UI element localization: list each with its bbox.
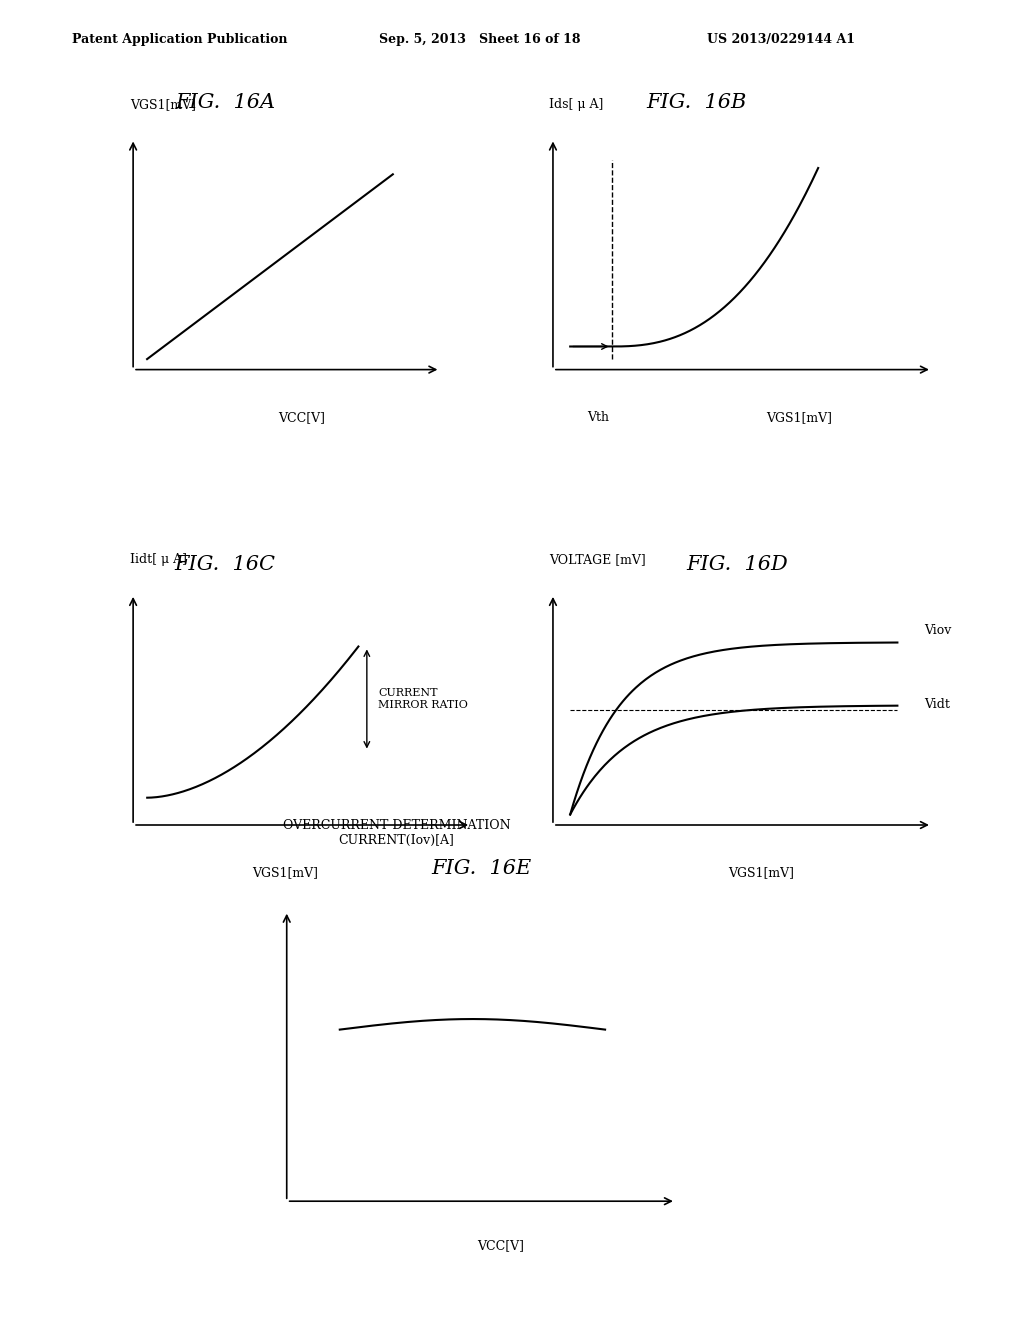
Text: Patent Application Publication: Patent Application Publication (72, 33, 287, 46)
Text: VGS1[mV]: VGS1[mV] (766, 412, 833, 424)
Text: FIG.  16C: FIG. 16C (175, 556, 275, 574)
Text: Ids[ μ A]: Ids[ μ A] (549, 98, 603, 111)
Text: CURRENT
MIRROR RATIO: CURRENT MIRROR RATIO (378, 688, 468, 710)
Text: OVERCURRENT DETERMINATION
CURRENT(Iov)[A]: OVERCURRENT DETERMINATION CURRENT(Iov)[A… (283, 818, 510, 847)
Text: FIG.  16B: FIG. 16B (646, 94, 746, 112)
Text: Sep. 5, 2013   Sheet 16 of 18: Sep. 5, 2013 Sheet 16 of 18 (379, 33, 581, 46)
Text: Vidt: Vidt (925, 698, 950, 711)
Text: VCC[V]: VCC[V] (279, 412, 326, 424)
Text: FIG.  16E: FIG. 16E (431, 859, 531, 878)
Text: FIG.  16D: FIG. 16D (686, 556, 788, 574)
Text: US 2013/0229144 A1: US 2013/0229144 A1 (707, 33, 855, 46)
Text: Iidt[ μ A]: Iidt[ μ A] (130, 553, 186, 566)
Text: Vth: Vth (588, 412, 609, 424)
Text: VGS1[mV]: VGS1[mV] (728, 867, 795, 879)
Text: VGS1[mV]: VGS1[mV] (252, 867, 318, 879)
Text: VOLTAGE [mV]: VOLTAGE [mV] (549, 553, 646, 566)
Text: VCC[V]: VCC[V] (477, 1239, 524, 1251)
Text: Viov: Viov (925, 624, 951, 638)
Text: FIG.  16A: FIG. 16A (175, 94, 275, 112)
Text: VGS1[mV]: VGS1[mV] (130, 98, 196, 111)
